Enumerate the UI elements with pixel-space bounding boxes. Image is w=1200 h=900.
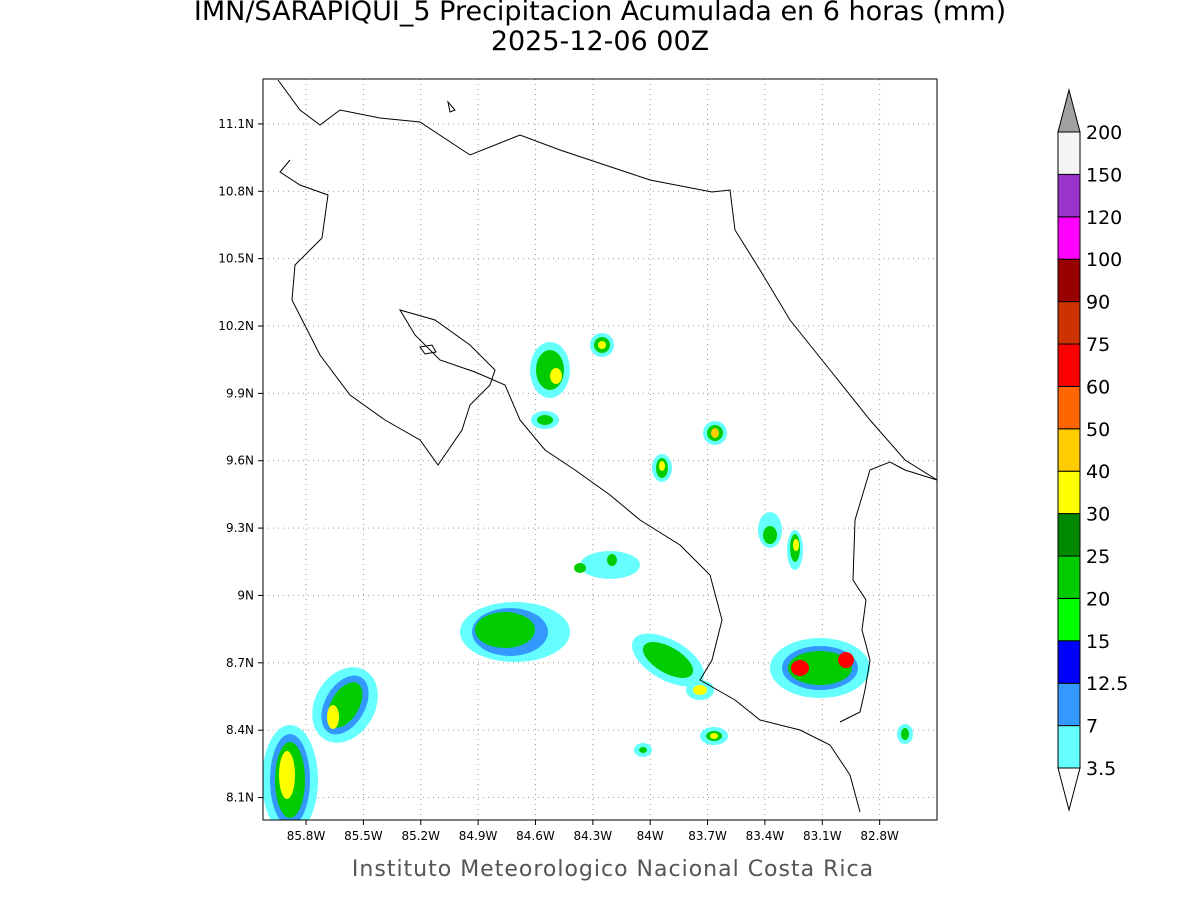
colorbar-label: 3.5 — [1086, 758, 1116, 780]
lon-tick-label: 82.8W — [860, 829, 899, 843]
title: IMN/SARAPIQUI_5 Precipitacion Acumulada … — [194, 0, 1006, 27]
colorbar-swatch — [1057, 131, 1081, 175]
island — [419, 100, 456, 355]
colorbar-label: 100 — [1086, 249, 1122, 271]
coastline — [279, 159, 861, 813]
rain-cell — [263, 725, 318, 820]
lon-tick-label: 83.1W — [803, 829, 842, 843]
footer: Instituto Meteorologico Nacional Costa R… — [352, 857, 874, 882]
lat-tick-label: 9.6N — [226, 454, 254, 468]
map-frame — [262, 78, 938, 821]
lon-tick-label: 84.6W — [516, 829, 555, 843]
colorbar-swatch — [1057, 216, 1081, 260]
lon-tick-label: 85.8W — [287, 829, 326, 843]
colorbar-label: 150 — [1086, 164, 1122, 186]
lat-tick-label: 11.1N — [218, 117, 254, 131]
lat-tick-label: 10.5N — [218, 252, 254, 266]
colorbar-under — [1057, 767, 1081, 812]
lat-tick-label: 8.1N — [226, 791, 254, 805]
rain-cell — [686, 680, 714, 700]
coastline — [277, 79, 937, 481]
colorbar-swatch — [1057, 640, 1081, 684]
colorbar-label: 15 — [1086, 631, 1110, 653]
rain-cell — [770, 638, 870, 698]
colorbar-label: 12.5 — [1086, 673, 1128, 695]
colorbar-swatch — [1057, 343, 1081, 387]
colorbar-swatch — [1057, 725, 1081, 769]
lat-tick-label: 9N — [237, 588, 254, 602]
colorbar-label: 75 — [1086, 334, 1110, 356]
rain-cell — [631, 633, 705, 687]
colorbar-label: 50 — [1086, 419, 1110, 441]
rain-cell — [703, 421, 727, 445]
colorbar-swatch — [1057, 301, 1081, 345]
lat-tick-label: 10.8N — [218, 184, 254, 198]
rain-cell — [897, 724, 913, 744]
border — [839, 461, 937, 723]
lon-tick-label: 83.4W — [746, 829, 785, 843]
colorbar-label: 90 — [1086, 292, 1110, 314]
rain-cell — [758, 512, 782, 548]
colorbar-label: 25 — [1086, 546, 1110, 568]
rain-cell — [652, 454, 672, 482]
rain-cell — [530, 342, 570, 398]
colorbar-swatch — [1057, 555, 1081, 599]
lon-tick-label: 85.5W — [344, 829, 383, 843]
colorbar-swatch — [1057, 470, 1081, 515]
rain-cell — [312, 667, 378, 743]
lon-tick-label: 83.7W — [688, 829, 727, 843]
rain-cell — [590, 333, 614, 357]
lat-tick-label: 10.2N — [218, 319, 254, 333]
lon-tick-label: 84W — [637, 829, 664, 843]
colorbar-swatch — [1057, 682, 1081, 727]
lon-tick-label: 84.3W — [574, 829, 613, 843]
lat-tick-label: 8.4N — [226, 723, 254, 737]
colorbar: 3.5 7 12.5 15 20 25 30 40 50 60 75 90 100 120 150 200 — [1057, 88, 1128, 812]
rain-cell — [700, 727, 728, 745]
rain-cell — [787, 530, 803, 570]
colorbar-over — [1057, 88, 1081, 133]
lat-tick-label: 9.9N — [226, 386, 254, 400]
grid — [263, 79, 937, 820]
colorbar-swatch — [1057, 428, 1081, 472]
rain-cell — [574, 551, 640, 579]
lat-tick-label: 8.7N — [226, 656, 254, 670]
rain-cell — [460, 602, 570, 662]
colorbar-label: 7 — [1086, 716, 1098, 738]
rain-cell — [634, 743, 652, 757]
colorbar-swatch — [1057, 597, 1081, 642]
colorbar-label: 30 — [1086, 504, 1110, 526]
colorbar-swatch — [1057, 258, 1081, 303]
colorbar-label: 60 — [1086, 376, 1110, 398]
lon-tick-label: 85.2W — [401, 829, 440, 843]
colorbar-label: 120 — [1086, 207, 1122, 229]
colorbar-swatch — [1057, 513, 1081, 557]
rain-cell — [531, 411, 559, 429]
coastlines — [277, 79, 937, 813]
colorbar-swatch — [1057, 385, 1081, 430]
precipitation-field — [263, 333, 913, 820]
colorbar-label: 40 — [1086, 461, 1110, 483]
subtitle: 2025-12-06 00Z — [491, 26, 709, 57]
colorbar-swatch — [1057, 173, 1081, 218]
colorbar-label: 20 — [1086, 588, 1110, 610]
lat-tick-label: 9.3N — [226, 521, 254, 535]
colorbar-label: 200 — [1086, 122, 1122, 144]
lon-tick-label: 84.9W — [459, 829, 498, 843]
